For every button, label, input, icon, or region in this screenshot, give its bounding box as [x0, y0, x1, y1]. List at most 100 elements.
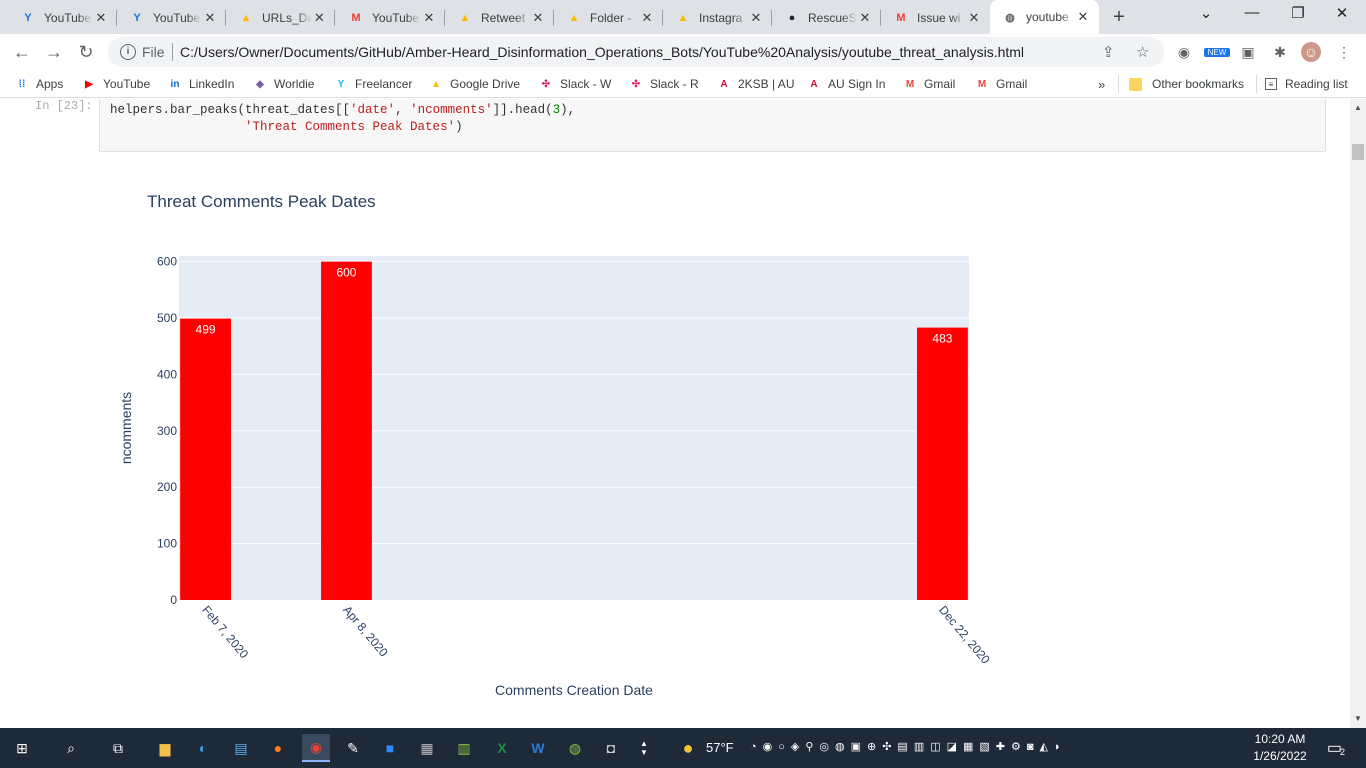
scroll-down-arrow-icon[interactable]: ▼: [1354, 714, 1362, 723]
tab-10[interactable]: ◍ youtube ✕: [990, 0, 1099, 34]
tab-close-icon[interactable]: ✕: [204, 9, 216, 25]
pen-app-icon[interactable]: ✎: [347, 739, 359, 756]
bookmark-google-drive[interactable]: ▲ Google Drive: [428, 75, 520, 93]
bookmark-gmail[interactable]: M Gmail: [974, 75, 1028, 93]
restore-button[interactable]: ❐: [1291, 5, 1305, 22]
bar-value-label: 600: [336, 266, 356, 280]
close-window-button[interactable]: ✕: [1335, 5, 1349, 22]
code-token: ,: [395, 103, 411, 117]
tab-9[interactable]: M Issue wi ✕: [881, 3, 990, 32]
y-axis-label: ncomments: [118, 392, 134, 464]
tab-separator: [444, 10, 445, 26]
reading-list-button[interactable]: ≡ Reading list: [1256, 75, 1348, 93]
bookmark-apps[interactable]: ⁞⁞ Apps: [14, 75, 64, 93]
tab-6[interactable]: ▲ Folder - ✕: [554, 3, 663, 32]
tab-close-icon[interactable]: ✕: [532, 9, 544, 25]
tab-search-icon[interactable]: ⌄: [1199, 5, 1213, 22]
tab-5[interactable]: ▲ Retweet ✕: [445, 3, 554, 32]
bookmark-freelancer[interactable]: Y Freelancer: [333, 75, 413, 93]
bookmark-worldie[interactable]: ◆ Worldie: [252, 75, 314, 93]
scroll-thumb[interactable]: [1352, 144, 1364, 160]
notification-count: 2: [1340, 747, 1346, 757]
tab-4[interactable]: M YouTube ✕: [336, 3, 445, 32]
back-button[interactable]: ←: [13, 42, 31, 62]
address-bar[interactable]: i File C:/Users/Owner/Documents/GitHub/A…: [108, 37, 1164, 67]
camera-extension-icon[interactable]: ◉: [1177, 44, 1191, 60]
tab-close-icon[interactable]: ✕: [423, 9, 435, 25]
tab-title: URLs_Da: [262, 10, 312, 25]
google-drive-icon: ▲: [431, 78, 441, 90]
file-explorer-icon[interactable]: ▆: [159, 739, 171, 756]
edge-icon[interactable]: ◐: [198, 740, 208, 756]
word-icon[interactable]: W: [531, 740, 545, 756]
bookmark-au-sign-in[interactable]: A AU Sign In: [806, 75, 885, 93]
scroll-up-arrow-icon[interactable]: ▲: [1354, 103, 1362, 112]
chart-app-icon[interactable]: ▥: [457, 739, 471, 756]
au-icon: A: [720, 78, 728, 90]
zoom-icon[interactable]: ■: [385, 740, 395, 756]
weather-sun-icon[interactable]: ●: [682, 737, 694, 758]
other-bookmarks-label: Other bookmarks: [1152, 77, 1245, 91]
camera-app-icon[interactable]: ◘: [606, 740, 616, 756]
taskbar: ⊞ ⌕ ⧉ ▆ ◐ ▤ ● ◉ ✎ ■ ▦ ▥ X W ◍ ◘ ▲ ▼ ● 57°…: [0, 728, 1366, 768]
notification-center-icon[interactable]: ▭ 2: [1322, 734, 1350, 762]
firefox-icon[interactable]: ●: [273, 740, 283, 756]
avatar[interactable]: ☺: [1301, 42, 1321, 62]
tab-close-icon[interactable]: ✕: [859, 9, 871, 25]
extensions-puzzle-icon[interactable]: ✱: [1274, 44, 1286, 60]
site-info-icon[interactable]: i: [120, 44, 136, 60]
tab-7[interactable]: ▲ Instagra ✕: [663, 3, 772, 32]
url-text[interactable]: C:/Users/Owner/Documents/GitHub/Amber-He…: [180, 44, 1025, 60]
weather-temp[interactable]: 57°F: [706, 740, 734, 755]
bookmark-youtube[interactable]: ▶ YouTube: [81, 75, 150, 93]
tab-close-icon[interactable]: ✕: [968, 9, 980, 25]
bookmark-2ksb-au[interactable]: A 2KSB | AU: [716, 75, 794, 93]
bookmark-slack-w[interactable]: ✣ Slack - W: [538, 75, 612, 93]
reload-button[interactable]: ↻: [78, 42, 94, 62]
tab-close-icon[interactable]: ✕: [750, 9, 762, 25]
excel-icon[interactable]: X: [497, 740, 507, 756]
clock[interactable]: 10:20 AM 1/26/2022: [1245, 731, 1315, 765]
tray-icons[interactable]: ◔◉○◈⚲◎◍▣⊕✣▤▥◫◪▦▧✚⚙◙◭◗: [750, 741, 1067, 753]
tab-1[interactable]: Y YouTube ✕: [8, 3, 117, 32]
slack-icon: ✣: [631, 78, 641, 90]
bookmark-label: Slack - R: [650, 77, 699, 91]
code-cell[interactable]: helpers.bar_peaks(threat_dates[['date', …: [99, 99, 1326, 152]
profile-extension-icon[interactable]: ▣: [1241, 44, 1255, 60]
tab-8[interactable]: ● RescueS ✕: [772, 3, 881, 32]
tab-separator: [553, 10, 554, 26]
bookmarks-overflow-button[interactable]: »: [1098, 76, 1106, 92]
calculator-icon[interactable]: ▦: [420, 739, 434, 756]
tab-2[interactable]: Y YouTube ✕: [117, 3, 226, 32]
search-icon[interactable]: ⌕: [67, 739, 75, 756]
other-bookmarks-folder[interactable]: Other bookmarks: [1118, 75, 1244, 93]
page-scrollbar[interactable]: ▲ ▼: [1350, 99, 1366, 728]
windows-start-icon[interactable]: ⊞: [16, 739, 28, 756]
share-icon[interactable]: ⇪: [1102, 44, 1115, 61]
tab-title: Retweet: [481, 10, 526, 25]
x-tick-label: Dec 22, 2020: [936, 603, 993, 667]
bar: [321, 261, 372, 600]
taskbar-scroll-icon[interactable]: ▲ ▼: [640, 739, 648, 757]
tab-close-icon[interactable]: ✕: [95, 9, 107, 25]
bookmark-gmail[interactable]: M Gmail: [902, 75, 956, 93]
minimize-button[interactable]: —: [1244, 4, 1260, 21]
globe-icon: ◍: [1005, 11, 1015, 24]
clock-time: 10:20 AM: [1254, 732, 1306, 746]
tab-close-icon[interactable]: ✕: [313, 9, 325, 25]
chrome-taskbar-icon[interactable]: ◉: [302, 734, 330, 762]
tab-close-icon[interactable]: ✕: [641, 9, 653, 25]
bookmark-slack-r[interactable]: ✣ Slack - R: [628, 75, 699, 93]
green-app-icon[interactable]: ◍: [568, 739, 582, 756]
menu-kebab-icon[interactable]: ⋮: [1337, 44, 1351, 60]
bookmark-star-icon[interactable]: ☆: [1136, 44, 1150, 61]
new-extension-icon[interactable]: NEW: [1204, 42, 1230, 62]
forward-button[interactable]: →: [45, 42, 63, 62]
control-panel-icon[interactable]: ▤: [234, 739, 248, 756]
tab-3[interactable]: ▲ URLs_Da ✕: [226, 3, 335, 32]
task-view-icon[interactable]: ⧉: [113, 739, 123, 756]
tab-close-icon[interactable]: ✕: [1077, 9, 1089, 24]
new-tab-button[interactable]: +: [1113, 6, 1125, 28]
bookmark-linkedin[interactable]: in LinkedIn: [167, 75, 235, 93]
